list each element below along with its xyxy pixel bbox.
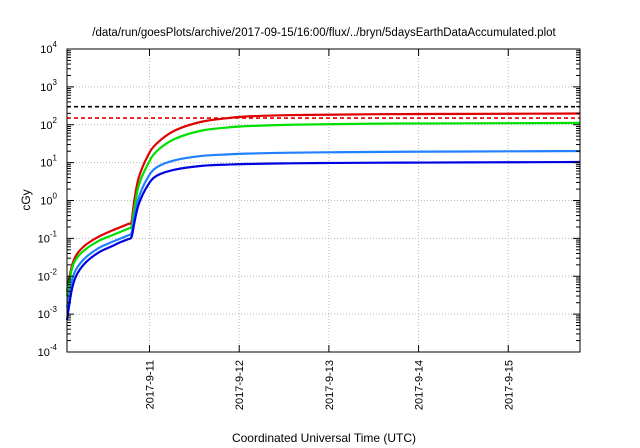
y-tick-label: 10-3 <box>38 305 58 321</box>
series-line <box>65 121 581 297</box>
y-tick-label: 104 <box>40 40 57 56</box>
x-tick-label: 2017-9-12 <box>234 360 246 410</box>
y-axis-ticks: 10-4 10-3 10-2 10-1 100 101 102 103 104 <box>38 40 580 359</box>
y-tick-label: 10-2 <box>38 267 58 283</box>
grid <box>67 49 580 352</box>
y-tick-label: 101 <box>40 154 57 170</box>
x-tick-label: 2017-9-14 <box>414 360 426 410</box>
plot-frame <box>66 48 581 353</box>
threshold-lines <box>67 105 580 119</box>
x-axis-ticks: 2017-9-11 2017-9-12 2017-9-13 2017-9-14 2017… <box>145 49 515 410</box>
series-line <box>65 149 581 308</box>
y-tick-label: 102 <box>40 116 57 132</box>
y-axis-label: cGy <box>19 189 33 210</box>
x-tick-label: 2017-9-15 <box>503 360 515 410</box>
y-tick-label: 100 <box>40 192 57 208</box>
series-lines <box>65 112 581 321</box>
x-axis-label: Coordinated Universal Time (UTC) <box>232 431 416 445</box>
y-tick-label: 10-4 <box>38 343 58 359</box>
y-tick-label: 103 <box>40 78 57 94</box>
chart-title: /data/run/goesPlots/archive/2017-09-15/1… <box>92 27 556 39</box>
series-line <box>65 160 581 321</box>
y-tick-label: 10-1 <box>38 229 58 245</box>
series-line <box>65 112 581 292</box>
x-tick-label: 2017-9-13 <box>324 360 336 410</box>
x-tick-label: 2017-9-11 <box>145 360 157 409</box>
